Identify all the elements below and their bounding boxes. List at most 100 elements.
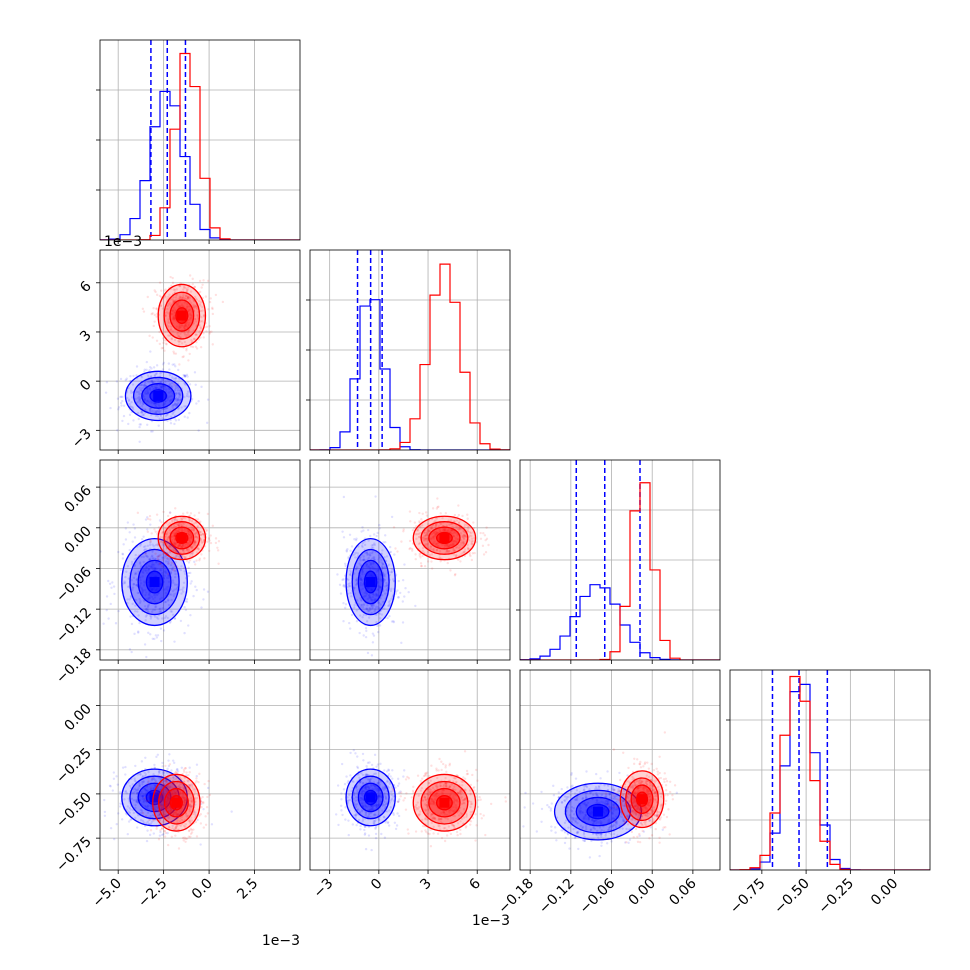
- scatter-point: [474, 813, 477, 816]
- scatter-point: [460, 796, 464, 799]
- scatter-point: [211, 343, 214, 346]
- scatter-point: [370, 763, 374, 767]
- scatter-point: [165, 790, 168, 794]
- scatter-point: [445, 548, 449, 552]
- scatter-point: [173, 317, 176, 321]
- scatter-point: [143, 408, 147, 411]
- scatter-point: [442, 810, 446, 814]
- scatter-point: [201, 306, 204, 309]
- scatter-point: [164, 779, 168, 782]
- scatter-point: [398, 791, 401, 795]
- scatter-point: [359, 584, 363, 587]
- scatter-point: [199, 843, 202, 846]
- scatter-point: [433, 816, 437, 820]
- scatter-point: [392, 526, 396, 529]
- scatter-point: [415, 806, 419, 810]
- scatter-point: [424, 537, 427, 541]
- scatter-point: [201, 532, 204, 536]
- scatter-point: [431, 507, 435, 510]
- scatter-point: [386, 780, 389, 784]
- scatter-point: [362, 817, 365, 821]
- scatter-point: [198, 772, 201, 776]
- scatter-point: [187, 530, 191, 533]
- scatter-point: [164, 414, 168, 418]
- scatter-point: [144, 545, 147, 548]
- scatter-point: [172, 776, 175, 779]
- scatter-point: [104, 391, 108, 394]
- scatter-point: [179, 516, 183, 520]
- scatter-point: [170, 284, 173, 287]
- scatter-point: [145, 785, 148, 788]
- scatter-point: [187, 333, 190, 337]
- scatter-point: [150, 615, 153, 618]
- scatter-point: [198, 531, 202, 534]
- scatter-point: [152, 597, 155, 601]
- scatter-point: [147, 567, 150, 571]
- scatter-point: [172, 548, 175, 551]
- scatter-point: [356, 599, 359, 602]
- scatter-point: [163, 811, 166, 815]
- scatter-point: [168, 785, 171, 789]
- scatter-point: [158, 405, 161, 408]
- scatter-point: [178, 783, 182, 786]
- scatter-point: [361, 616, 364, 619]
- scatter-point: [163, 616, 166, 620]
- scatter-point: [192, 306, 195, 309]
- scatter-point: [155, 593, 158, 597]
- scatter-point: [105, 608, 108, 612]
- scatter-point: [353, 791, 356, 795]
- scatter-point: [135, 583, 138, 587]
- scatter-point: [166, 537, 169, 540]
- scatter-point: [121, 553, 125, 556]
- scatter-point: [173, 389, 177, 392]
- scatter-point: [199, 290, 202, 294]
- scatter-point: [482, 532, 485, 535]
- scatter-point: [375, 568, 379, 571]
- scatter-point: [172, 316, 176, 319]
- scatter-point: [144, 554, 148, 558]
- scatter-point: [374, 568, 377, 571]
- scatter-point: [457, 791, 460, 795]
- scatter-point: [365, 551, 369, 554]
- scatter-point: [468, 531, 472, 534]
- scatter-point: [206, 279, 210, 283]
- scatter-point: [365, 592, 368, 596]
- scatter-point: [459, 820, 462, 823]
- scatter-point: [200, 606, 203, 609]
- scatter-point: [163, 400, 167, 403]
- scatter-point: [199, 533, 203, 537]
- scatter-point: [132, 799, 136, 802]
- scatter-point: [372, 558, 376, 561]
- scatter-point: [179, 824, 182, 827]
- scatter-point: [452, 776, 455, 780]
- scatter-point: [437, 544, 440, 548]
- scatter-point: [385, 584, 388, 587]
- scatter-point: [170, 337, 173, 340]
- scatter-point: [188, 537, 191, 540]
- scatter-point: [347, 833, 350, 837]
- scatter-point: [136, 411, 140, 415]
- scatter-point: [157, 813, 160, 816]
- scatter-point: [171, 589, 175, 593]
- scatter-point: [137, 787, 140, 790]
- scatter-point: [108, 582, 112, 585]
- scatter-point: [174, 296, 178, 299]
- scatter-point: [489, 802, 493, 806]
- scatter-point: [172, 317, 175, 320]
- scatter-point: [184, 767, 187, 770]
- scatter-point: [441, 529, 445, 532]
- scatter-point: [150, 555, 153, 558]
- scatter-point: [460, 802, 464, 806]
- scatter-point: [194, 305, 198, 308]
- scatter-point: [409, 520, 412, 523]
- scatter-point: [354, 803, 357, 807]
- scatter-point: [166, 796, 170, 800]
- scatter-point: [360, 599, 363, 602]
- scatter-point: [149, 787, 153, 791]
- scatter-point: [471, 773, 474, 777]
- scatter-point: [433, 535, 436, 538]
- scatter-point: [361, 606, 365, 609]
- scatter-point: [459, 543, 463, 546]
- scatter-point: [173, 383, 176, 386]
- scatter-point: [165, 586, 168, 589]
